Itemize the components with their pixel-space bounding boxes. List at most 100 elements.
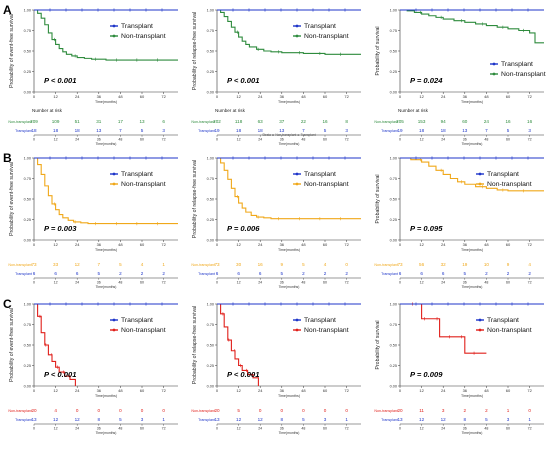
y-axis-label: Probability of relapse-free survival	[192, 306, 198, 384]
risk-count: 4	[528, 262, 531, 267]
x-tick-label: 48	[301, 388, 306, 393]
risk-axis-tick-label: 60	[323, 281, 327, 285]
risk-row-label: Transplant	[381, 272, 398, 276]
x-tick-label: 72	[527, 242, 532, 247]
risk-count: 37	[279, 119, 285, 124]
risk-count: 6	[259, 271, 262, 276]
risk-count: 9	[507, 262, 510, 267]
risk-count: 5	[237, 408, 240, 413]
risk-axis-tick-label: 48	[484, 281, 488, 285]
risk-axis-tick-label: 24	[75, 138, 79, 142]
risk-count: 16	[527, 119, 533, 124]
x-tick-label: 12	[236, 94, 241, 99]
risk-axis-tick-label: 48	[484, 427, 488, 431]
y-axis-label: Probability of event-free survival	[9, 162, 15, 236]
legend-label: Transplant	[304, 317, 336, 324]
x-tick-label: 0	[399, 388, 402, 393]
risk-axis-tick-label: 60	[506, 138, 510, 142]
y-tick-label: 1.00	[207, 9, 214, 13]
risk-axis-tick-label: 72	[345, 281, 349, 285]
legend-label: Non-transplant	[487, 327, 532, 334]
p-value: P < 0.001	[44, 370, 76, 379]
risk-count: 17	[118, 119, 124, 124]
risk-axis-tick-label: 24	[441, 281, 445, 285]
risk-count: 24	[484, 119, 490, 124]
risk-axis-tick-label: 36	[97, 138, 101, 142]
risk-count: 0	[528, 408, 531, 413]
legend-label: Transplant	[487, 317, 519, 324]
legend-label: Non-transplant	[304, 327, 349, 334]
risk-count: 13	[96, 128, 102, 133]
risk-row-label: Non-transplant	[8, 120, 32, 124]
p-value: P = 0.003	[44, 224, 77, 233]
risk-axis-tick-label: 24	[441, 427, 445, 431]
risk-axis-tick-label: 12	[54, 138, 58, 142]
legend-marker	[295, 328, 299, 332]
x-tick-label: 72	[344, 94, 349, 99]
y-axis-label: Probability of relapse-free survival	[192, 12, 198, 90]
y-axis-label: Probability of relapse-free survival	[192, 160, 198, 238]
risk-axis-tick-label: 72	[162, 138, 166, 142]
y-tick-label: 0.50	[390, 344, 397, 348]
km-panel: 0.000.250.500.751.000 12 24 36 48 60 72Time(mo…	[374, 302, 544, 435]
legend-label: Transplant	[304, 171, 336, 178]
risk-count: 7	[119, 128, 122, 133]
y-tick-label: 0.75	[24, 177, 31, 181]
y-tick-label: 0.75	[207, 29, 214, 33]
risk-axis-label: Time(months)	[279, 431, 300, 435]
risk-count: 8	[281, 417, 284, 422]
y-tick-label: 0.25	[207, 218, 214, 222]
risk-count: 0	[119, 408, 122, 413]
risk-axis-tick-label: 60	[140, 138, 144, 142]
y-axis-label: Probability of event-free survival	[9, 14, 15, 88]
risk-count: 2	[324, 271, 327, 276]
legend-marker	[112, 34, 116, 38]
risk-count: 5	[464, 271, 467, 276]
risk-count: 32	[441, 262, 447, 267]
x-tick-label: 24	[258, 388, 263, 393]
risk-axis-tick-label: 48	[301, 427, 305, 431]
y-tick-label: 1.00	[390, 303, 397, 307]
y-axis-label: Probability of event-free survival	[9, 308, 15, 382]
risk-count: 0	[259, 408, 262, 413]
x-axis-label: Time(months)	[461, 394, 483, 398]
p-value: P = 0.009	[410, 370, 443, 379]
risk-row-label: Transplant	[381, 418, 398, 422]
risk-table-title: Number at risk	[398, 108, 429, 113]
risk-count: 153	[418, 119, 426, 124]
y-tick-label: 0.25	[390, 364, 397, 368]
x-tick-label: 24	[258, 94, 263, 99]
y-tick-label: 0.75	[390, 177, 397, 181]
risk-axis-tick-label: 12	[54, 427, 58, 431]
risk-row-label: Non-transplant	[374, 409, 398, 413]
risk-count: 3	[345, 128, 348, 133]
risk-count: 20	[397, 408, 403, 413]
legend-label: Non-transplant	[304, 181, 349, 188]
risk-count: 12	[236, 417, 242, 422]
risk-count: 2	[485, 271, 488, 276]
risk-count: 2	[162, 271, 165, 276]
risk-row-label: Non-transplant	[191, 120, 215, 124]
y-tick-label: 0.25	[24, 364, 31, 368]
x-tick-label: 48	[301, 242, 306, 247]
risk-axis-tick-label: 48	[118, 281, 122, 285]
risk-count: 56	[419, 262, 425, 267]
risk-count: 16	[322, 119, 328, 124]
y-tick-label: 0.25	[207, 364, 214, 368]
x-tick-label: 12	[53, 94, 58, 99]
x-tick-label: 12	[53, 388, 58, 393]
risk-count: 109	[52, 119, 60, 124]
risk-count: 9	[281, 262, 284, 267]
survival-curve	[34, 157, 178, 225]
x-tick-label: 60	[506, 388, 511, 393]
risk-row-label: Non-transplant	[191, 409, 215, 413]
risk-axis-tick-label: 72	[162, 427, 166, 431]
legend-marker	[112, 24, 116, 28]
risk-row-label: Transplant	[15, 129, 32, 133]
legend-marker	[492, 72, 496, 76]
risk-row-label: Transplant	[381, 129, 398, 133]
risk-count: 5	[324, 128, 327, 133]
y-axis-label: Probability of survival	[375, 174, 381, 223]
x-tick-label: 60	[506, 94, 511, 99]
